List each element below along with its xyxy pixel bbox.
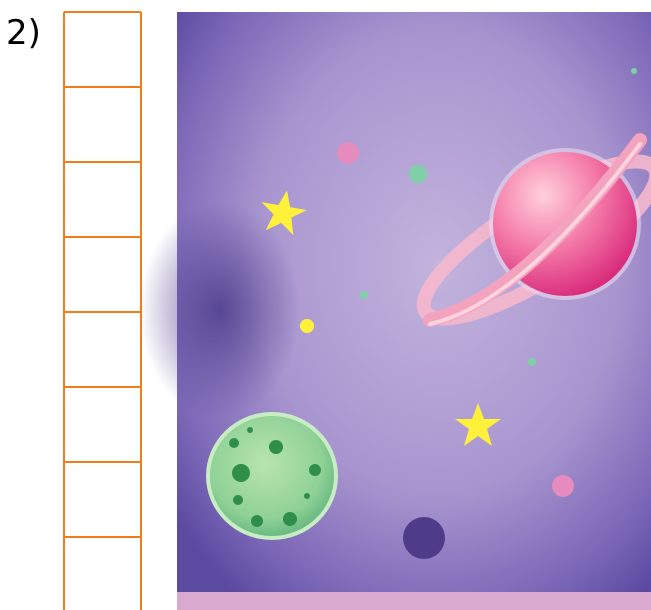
space-illustration <box>140 12 651 610</box>
shadow <box>140 200 300 420</box>
dot <box>409 165 427 183</box>
green-planet <box>206 412 338 540</box>
dot <box>360 291 368 299</box>
ground <box>177 592 651 610</box>
dot <box>300 319 314 333</box>
page: 2) <box>0 0 651 610</box>
dot <box>631 68 637 74</box>
dot <box>337 142 359 164</box>
question-number: 2) <box>6 13 41 53</box>
ladder-grid <box>64 12 141 610</box>
worksheet: 2) <box>0 0 651 610</box>
dark-moon <box>403 517 445 559</box>
dot <box>552 475 574 497</box>
dot <box>528 358 536 366</box>
